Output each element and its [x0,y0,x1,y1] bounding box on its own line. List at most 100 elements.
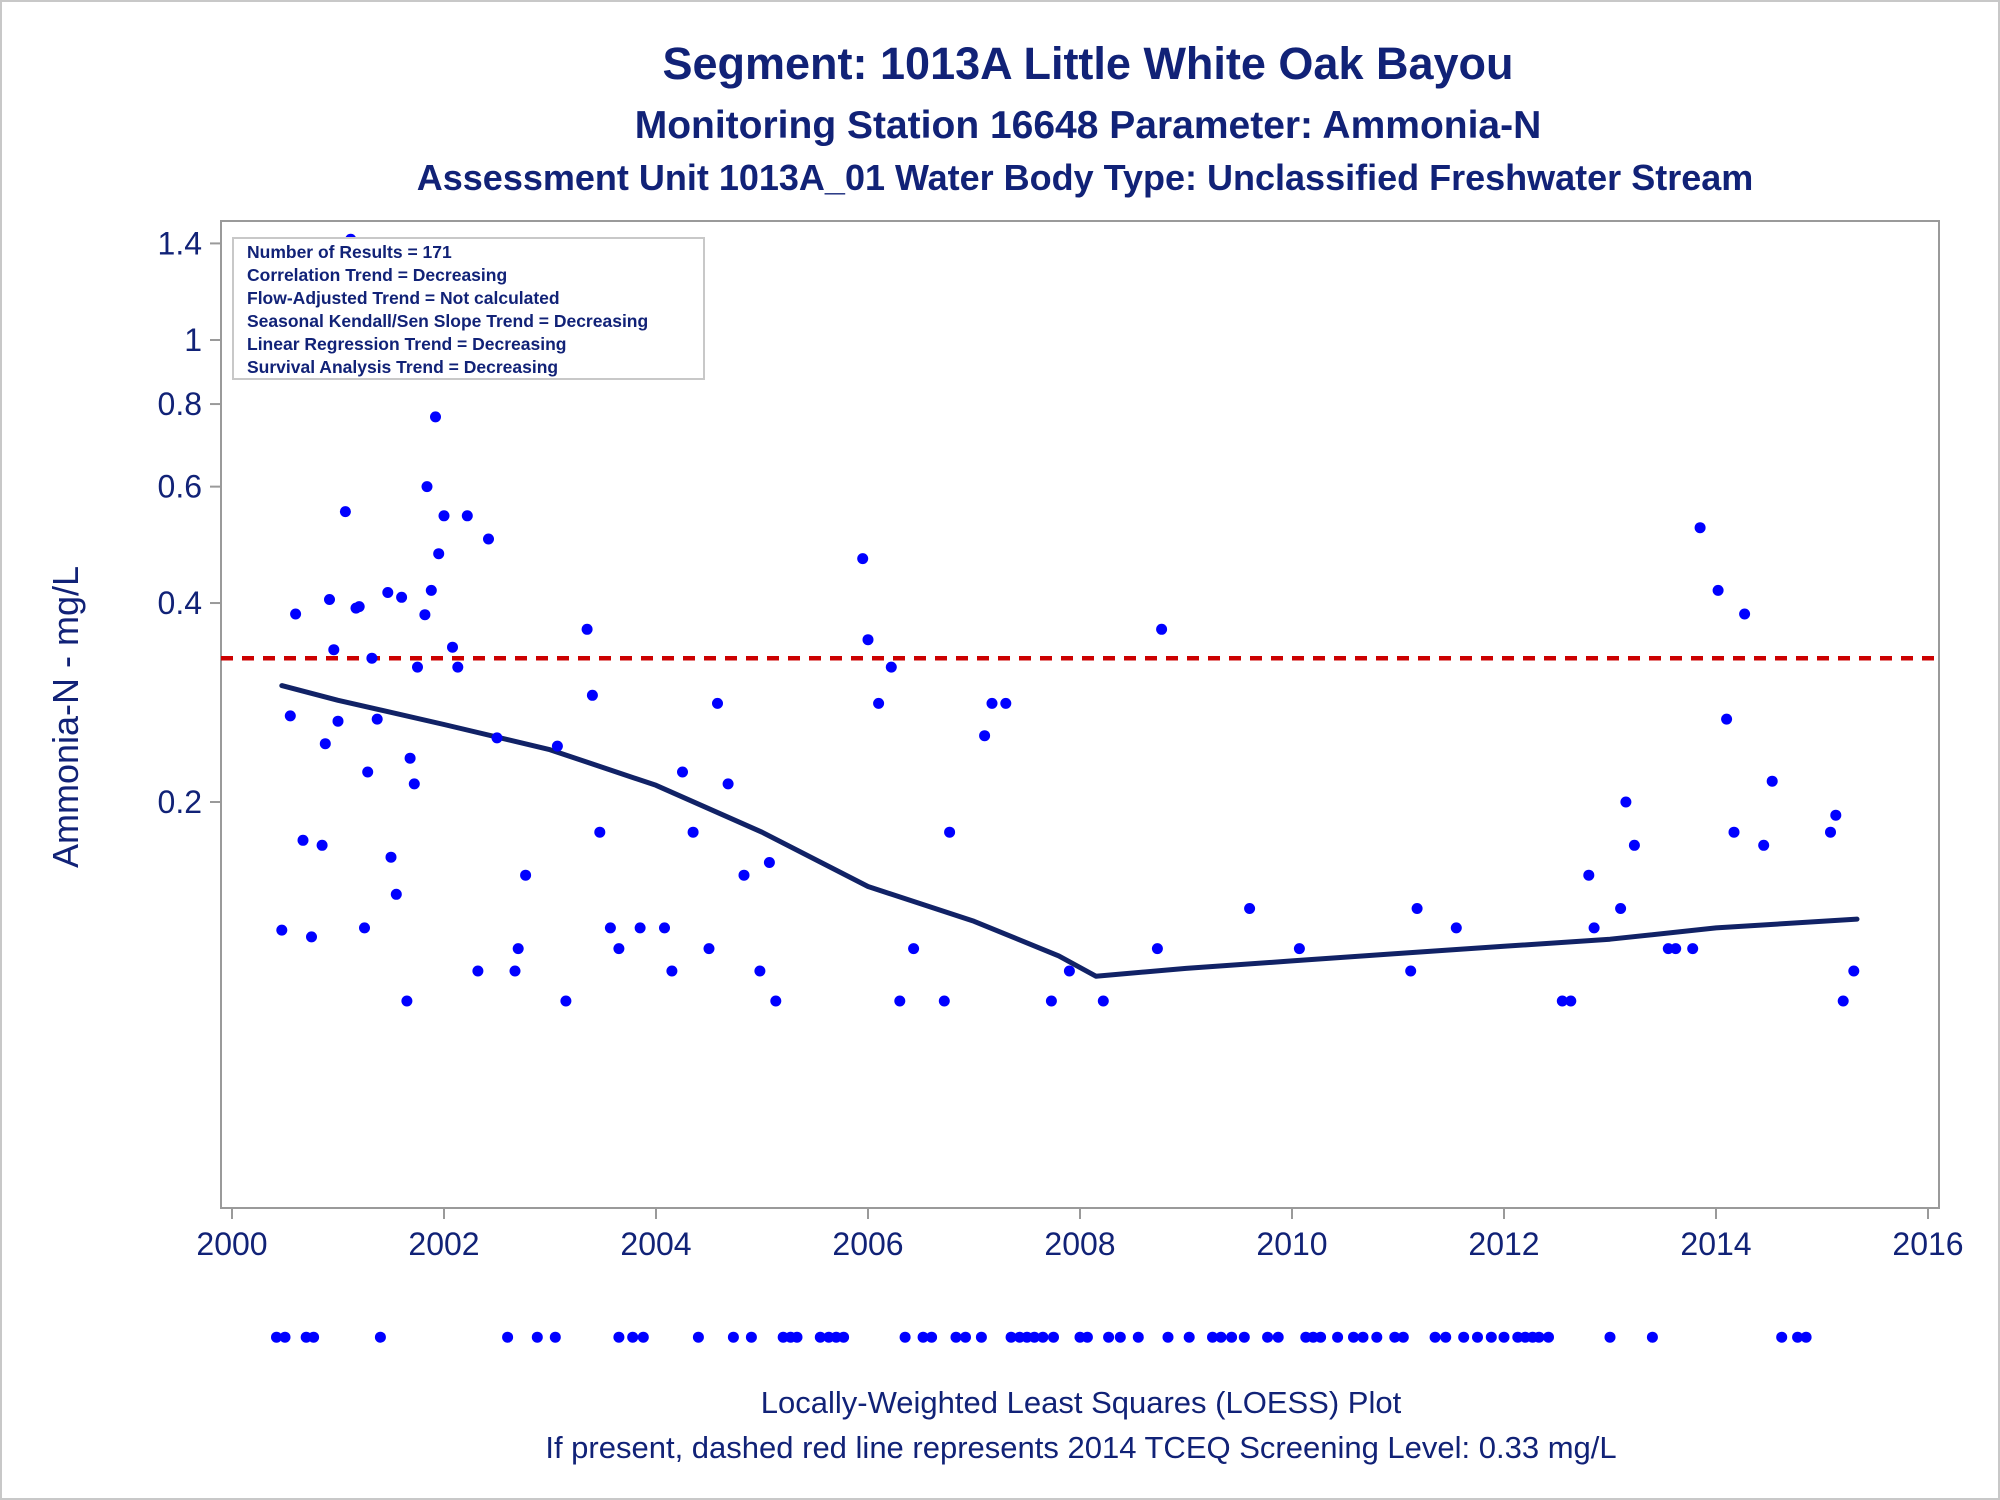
data-point-nondetect [1348,1331,1359,1343]
data-point [1583,869,1595,881]
data-point [581,623,593,635]
data-point [560,995,572,1007]
y-tick-label: 0.8 [158,386,202,422]
x-tick-label: 2016 [1892,1226,1963,1262]
data-point [885,661,897,673]
data-point-nondetect [1472,1331,1483,1343]
data-point [594,826,606,838]
data-point [438,510,450,522]
data-point [862,634,874,646]
data-point-nondetect [1800,1331,1812,1343]
x-tick-label: 2010 [1256,1226,1327,1262]
data-point-nondetect [1081,1331,1093,1343]
data-point [659,922,670,934]
footnote-screening: If present, dashed red line represents 2… [545,1430,1616,1465]
data-point [1766,775,1778,787]
data-point [1825,826,1836,838]
data-point-nondetect [1371,1331,1383,1343]
data-point-nondetect [975,1331,987,1343]
data-point [509,965,521,977]
data-point [491,732,503,744]
data-point [908,943,920,955]
info-line-correlation: Correlation Trend = Decreasing [247,265,507,285]
data-point [421,481,433,493]
data-point-nondetect [271,1331,282,1343]
data-points [271,233,1860,1343]
data-point-nondetect [637,1331,649,1343]
data-point [894,995,906,1007]
data-point [452,661,464,673]
data-point-nondetect [1207,1331,1218,1343]
data-point [472,965,484,977]
data-point-nondetect [1429,1331,1441,1343]
data-point [1151,943,1163,955]
data-point-nondetect [374,1331,386,1343]
data-point [1739,608,1751,620]
data-point [604,922,616,934]
data-point [1848,965,1860,977]
data-point [483,533,494,545]
data-point [359,922,370,934]
x-tick-label: 2002 [408,1226,479,1262]
y-tick-label: 1 [184,322,202,358]
data-point [1694,522,1706,534]
data-point-nondetect [1262,1331,1274,1343]
data-point [425,584,437,596]
data-point-nondetect [1226,1331,1238,1343]
data-point [430,411,441,423]
data-point [433,548,445,560]
data-point [447,641,458,653]
data-point-nondetect [308,1331,320,1343]
data-point-nondetect [531,1331,543,1343]
data-point [586,689,598,701]
data-point [1156,623,1168,635]
data-point [1830,809,1842,821]
data-point [712,697,723,709]
data-point [390,888,402,900]
data-point [979,730,991,742]
data-point-nondetect [727,1331,739,1343]
data-point [319,738,331,750]
data-point [1411,903,1423,914]
data-point-nondetect [549,1331,561,1343]
data-point [328,644,340,656]
data-point [371,713,383,725]
data-point [703,943,715,955]
data-point [677,766,688,778]
data-point-nondetect [838,1331,850,1343]
x-axis: 2000 2002 2004 2006 2008 2010 2012 2014 2016 [196,1208,1964,1262]
plot-area [220,220,1940,1209]
data-point-nondetect [926,1331,938,1343]
footnote-loess: Locally-Weighted Least Squares (LOESS) P… [761,1385,1402,1420]
data-point [1097,995,1109,1007]
data-point-nondetect [279,1331,291,1343]
data-point-nondetect [1103,1331,1115,1343]
data-point [366,652,378,664]
chart-subtitle-2: Assessment Unit 1013A_01 Water Body Type… [417,157,1754,198]
info-line-seasonal-kendall: Seasonal Kendall/Sen Slope Trend = Decre… [247,311,648,331]
data-point [461,510,473,522]
data-point [353,601,365,613]
data-point [1565,995,1577,1007]
data-point [1620,796,1632,808]
data-point-nondetect [1272,1331,1284,1343]
data-point [1045,995,1057,1007]
y-tick-label: 0.4 [158,585,202,621]
data-point [306,931,317,943]
data-point-nondetect [1183,1331,1195,1343]
data-point-nondetect [1315,1331,1327,1343]
chart-subtitle: Monitoring Station 16648 Parameter: Ammo… [635,104,1542,147]
data-point [1293,943,1305,955]
info-line-flow-adjusted: Flow-Adjusted Trend = Not calculated [247,288,560,308]
data-point [770,995,782,1007]
data-point-nondetect [613,1331,625,1343]
data-point-nondetect [627,1331,639,1343]
data-point [666,965,678,977]
chart-title: Segment: 1013A Little White Oak Bayou [662,38,1513,89]
data-point [290,608,302,620]
data-point [419,609,431,621]
info-box-border [232,237,705,380]
data-point [938,995,950,1007]
data-point-nondetect [1114,1331,1126,1343]
data-point [1588,922,1600,934]
